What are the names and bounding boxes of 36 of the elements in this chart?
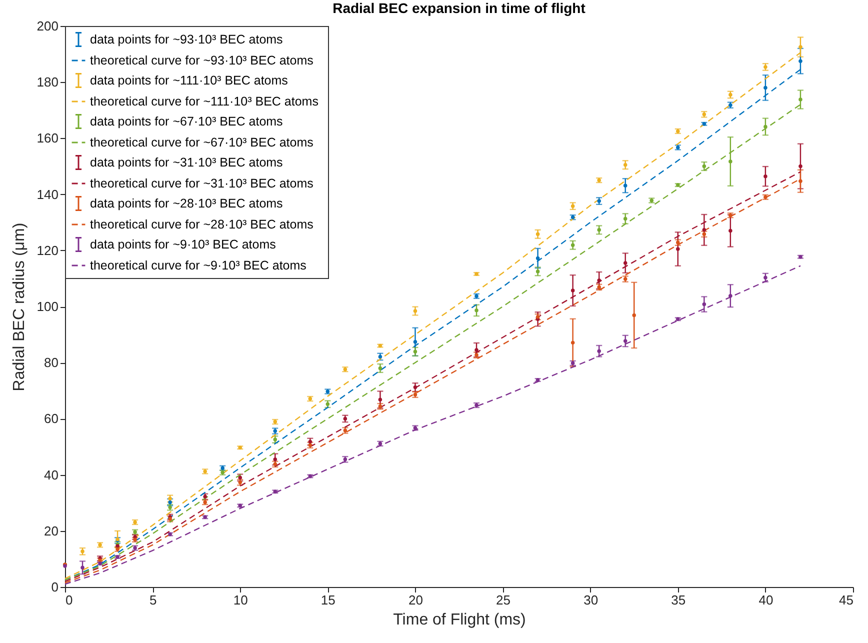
legend-label: theoretical curve for ~31·10³ BEC atoms [90, 176, 314, 190]
y-tick-label: 140 [36, 186, 58, 202]
y-tick-label: 200 [36, 18, 58, 34]
y-tick-label: 0 [51, 580, 58, 594]
legend-label: theoretical curve for ~9·10³ BEC atoms [90, 258, 306, 272]
y-tick-label: 60 [44, 411, 58, 426]
y-tick-label: 100 [36, 299, 58, 314]
x-tick-label: 5 [149, 592, 157, 608]
x-tick-label: 25 [496, 592, 511, 608]
legend-label: data points for ~31·10³ BEC atoms [90, 156, 283, 170]
y-tick-label: 160 [36, 130, 58, 146]
x-tick-label: 35 [671, 592, 686, 608]
legend-label: theoretical curve for ~67·10³ BEC atoms [90, 136, 314, 150]
y-tick-label: 20 [44, 523, 58, 538]
y-tick-label: 80 [44, 355, 58, 370]
legend-label: theoretical curve for ~28·10³ BEC atoms [90, 218, 314, 232]
y-axis-title: Radial BEC radius (μm) [10, 222, 28, 392]
x-tick-label: 15 [320, 592, 336, 608]
legend-label: data points for ~28·10³ BEC atoms [90, 196, 283, 210]
x-tick-label: 30 [584, 592, 598, 608]
legend-label: data points for ~9·10³ BEC atoms [90, 238, 276, 252]
y-tick-label: 120 [36, 242, 58, 258]
x-tick-label: 45 [839, 592, 854, 608]
legend-label: theoretical curve for ~93·10³ BEC atoms [90, 54, 314, 68]
legend-label: data points for ~67·10³ BEC atoms [90, 114, 283, 128]
x-tick-label: 0 [66, 592, 73, 608]
x-tick-label: 40 [758, 592, 774, 608]
legend-label: data points for ~93·10³ BEC atoms [90, 32, 283, 46]
legend-label: data points for ~111·10³ BEC atoms [90, 74, 288, 88]
y-tick-label: 40 [44, 467, 58, 482]
chart-title: Radial BEC expansion in time of flight [332, 0, 586, 16]
x-axis-title: Time of Flight (ms) [393, 612, 526, 628]
x-tick-label: 10 [233, 592, 248, 608]
x-tick-label: 20 [408, 592, 423, 608]
y-tick-label: 180 [36, 74, 58, 90]
legend-label: theoretical curve for ~111·10³ BEC atoms [90, 94, 318, 108]
